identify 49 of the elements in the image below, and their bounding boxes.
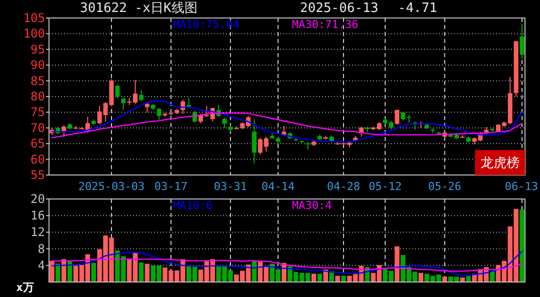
y-tick-label: 8 — [38, 242, 45, 256]
text: MA30:4 — [292, 199, 332, 212]
y-tick-label: 12 — [30, 225, 45, 240]
y-tick-label: 95 — [30, 42, 45, 56]
y-tick-label: 100 — [23, 26, 45, 41]
chart-subtitle: 2025-06-13 — [300, 1, 378, 16]
y-tick-label: 85 — [30, 74, 45, 88]
bar — [91, 262, 96, 282]
bar — [317, 274, 322, 282]
bar — [418, 272, 424, 282]
text: MA10:6 — [173, 199, 213, 212]
x-tick-label: 06-13 — [504, 180, 538, 193]
annotation: 龙虎榜 — [480, 156, 520, 171]
x-tick-label: 03-17 — [154, 180, 188, 193]
bar — [335, 276, 340, 282]
bar — [341, 276, 346, 282]
bar — [50, 260, 54, 282]
y-tick-label: 105 — [23, 11, 45, 25]
line-series — [51, 250, 523, 276]
y-tick-label: 16 — [30, 208, 45, 223]
bar — [520, 210, 524, 282]
y-tick-label: 60 — [30, 152, 45, 166]
x-tick-label: 2025-03-03 — [78, 180, 145, 193]
text: -4.71 — [398, 1, 438, 16]
y-tick-label: 75 — [30, 105, 45, 120]
bar — [466, 276, 471, 282]
y-tick-label: 80 — [30, 90, 45, 104]
x-tick-label: 05-12 — [368, 180, 402, 193]
bar — [144, 264, 150, 282]
x-tick-label: 04-28 — [326, 180, 360, 193]
bar — [394, 246, 400, 282]
text: MA10:75.04 — [173, 18, 240, 31]
chart-title: 301622 -x日K线图 — [80, 1, 198, 16]
bar — [460, 277, 465, 282]
line-series — [51, 258, 523, 272]
y-tick-label: 4 — [38, 258, 45, 272]
x-tick-label: 04-14 — [262, 180, 295, 193]
y-axis-title: x万 — [16, 281, 34, 294]
bar — [56, 264, 60, 282]
y-tick-label: 20 — [30, 192, 45, 206]
bar — [138, 262, 144, 282]
y-tick-label: 55 — [30, 168, 45, 182]
x-tick-label: 05-26 — [428, 180, 462, 193]
text: MA30:71.36 — [292, 18, 358, 31]
bar — [311, 274, 316, 282]
x-tick-label: 03-31 — [214, 180, 248, 193]
y-tick-label: 65 — [30, 136, 45, 151]
y-tick-label: 90 — [30, 58, 45, 72]
y-tick-label: 70 — [30, 120, 45, 135]
